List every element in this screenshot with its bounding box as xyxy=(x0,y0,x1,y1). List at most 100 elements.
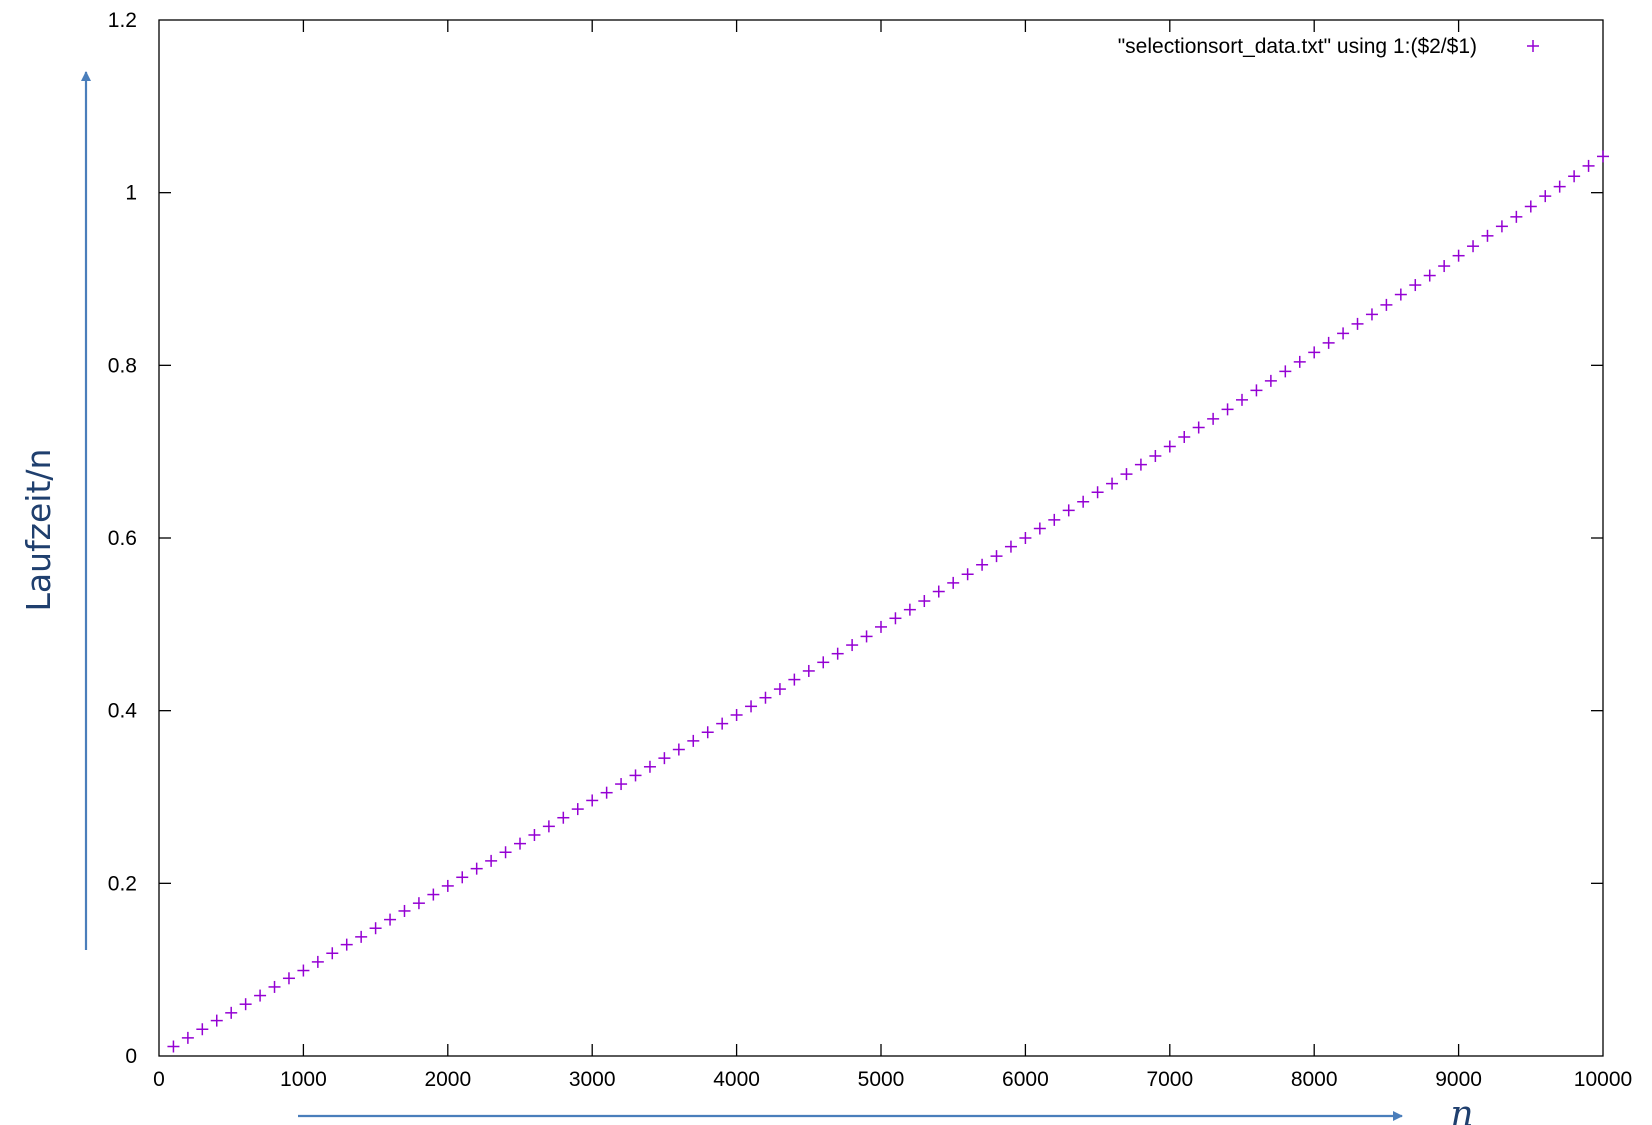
data-point xyxy=(225,1006,238,1019)
data-point xyxy=(802,664,815,677)
data-point xyxy=(268,980,281,993)
data-point xyxy=(470,862,483,875)
data-point xyxy=(282,972,295,985)
data-point xyxy=(1192,421,1205,434)
data-point xyxy=(817,656,830,669)
data-point xyxy=(412,897,425,910)
data-point xyxy=(1106,477,1119,490)
data-point xyxy=(672,743,685,756)
y-axis-label: Laufzeit/n xyxy=(19,449,58,612)
data-point xyxy=(990,550,1003,563)
data-point xyxy=(1019,532,1032,544)
data-point xyxy=(485,854,498,867)
data-point xyxy=(687,734,700,747)
data-point xyxy=(1452,249,1465,262)
x-tick-label: 2000 xyxy=(424,1068,471,1091)
data-point xyxy=(976,558,989,571)
data-point xyxy=(1048,513,1061,526)
data-point xyxy=(514,837,526,850)
x-tick-label: 0 xyxy=(153,1068,165,1091)
data-point xyxy=(384,913,397,926)
data-point xyxy=(571,803,584,816)
data-point xyxy=(1163,440,1176,453)
data-point xyxy=(1207,412,1220,425)
data-point xyxy=(1495,220,1508,233)
data-point xyxy=(831,647,844,660)
x-tick-labels: 0 1000 2000 3000 4000 5000 6000 7000 8000 9000 100… xyxy=(153,1068,1632,1091)
y-tick-labels: 0 0.2 0.4 0.6 0.8 1 1.2 xyxy=(108,9,138,1068)
data-point xyxy=(1322,336,1335,349)
data-point xyxy=(745,700,758,713)
data-point xyxy=(427,888,440,901)
data-point xyxy=(340,938,353,951)
data-point xyxy=(210,1014,223,1027)
data-point xyxy=(196,1023,209,1036)
data-point xyxy=(1351,317,1364,330)
data-point xyxy=(456,871,469,884)
x-tick-label: 4000 xyxy=(713,1068,760,1091)
y-tick-label: 0.4 xyxy=(108,700,138,723)
data-point xyxy=(1293,355,1306,368)
data-point xyxy=(773,683,786,696)
data-point xyxy=(528,828,541,841)
data-point xyxy=(759,691,772,704)
data-point xyxy=(311,955,324,968)
x-tick-label: 6000 xyxy=(1002,1068,1049,1091)
y-tick-label: 0.2 xyxy=(108,872,137,895)
data-point xyxy=(932,585,945,598)
data-point xyxy=(600,786,613,799)
data-point xyxy=(167,1040,180,1053)
data-point xyxy=(1077,495,1090,508)
data-point xyxy=(961,568,974,581)
data-point xyxy=(181,1031,194,1044)
data-point xyxy=(326,947,339,960)
data-point xyxy=(860,630,873,643)
data-point xyxy=(1438,260,1451,273)
y-tick-label: 0.6 xyxy=(108,527,137,550)
data-point xyxy=(1337,327,1350,340)
data-point xyxy=(499,846,512,859)
data-point xyxy=(1178,430,1191,443)
data-point xyxy=(1481,229,1494,242)
data-point xyxy=(355,930,368,943)
legend-label: "selectionsort_data.txt" using 1:($2/$1) xyxy=(1118,35,1477,58)
data-point xyxy=(1033,522,1046,535)
x-axis-label: n xyxy=(1450,1094,1473,1125)
data-point xyxy=(1279,365,1292,378)
x-tick-label: 7000 xyxy=(1146,1068,1193,1091)
data-point xyxy=(629,769,642,782)
data-point xyxy=(441,879,454,892)
x-tick-label: 1000 xyxy=(280,1068,327,1091)
x-tick-label: 8000 xyxy=(1291,1068,1338,1091)
data-point xyxy=(889,612,902,625)
data-point xyxy=(1091,486,1104,499)
data-point xyxy=(947,576,960,589)
data-point xyxy=(1568,170,1581,183)
data-point xyxy=(730,708,743,721)
data-point xyxy=(1423,269,1436,282)
x-tick-label: 3000 xyxy=(569,1068,616,1091)
data-point xyxy=(586,794,599,807)
data-point xyxy=(1134,458,1147,471)
data-point xyxy=(1553,180,1566,193)
data-point xyxy=(369,922,382,935)
data-point xyxy=(557,811,570,824)
data-point xyxy=(1004,540,1017,553)
data-point xyxy=(1380,298,1393,311)
data-point xyxy=(1582,159,1595,172)
axis-ticks xyxy=(159,20,1603,1056)
y-tick-label: 1 xyxy=(125,182,137,205)
data-point xyxy=(903,603,916,616)
data-point xyxy=(1524,200,1537,213)
data-point xyxy=(1062,504,1075,517)
x-tick-label: 5000 xyxy=(858,1068,905,1091)
y-tick-label: 0.8 xyxy=(108,354,137,377)
data-point xyxy=(788,673,801,686)
data-points xyxy=(167,150,1609,1053)
data-point xyxy=(1539,190,1552,203)
data-point xyxy=(1308,346,1321,359)
data-point xyxy=(1264,374,1277,387)
x-tick-label: 9000 xyxy=(1435,1068,1482,1091)
data-point xyxy=(846,639,859,652)
data-point xyxy=(1467,240,1480,253)
